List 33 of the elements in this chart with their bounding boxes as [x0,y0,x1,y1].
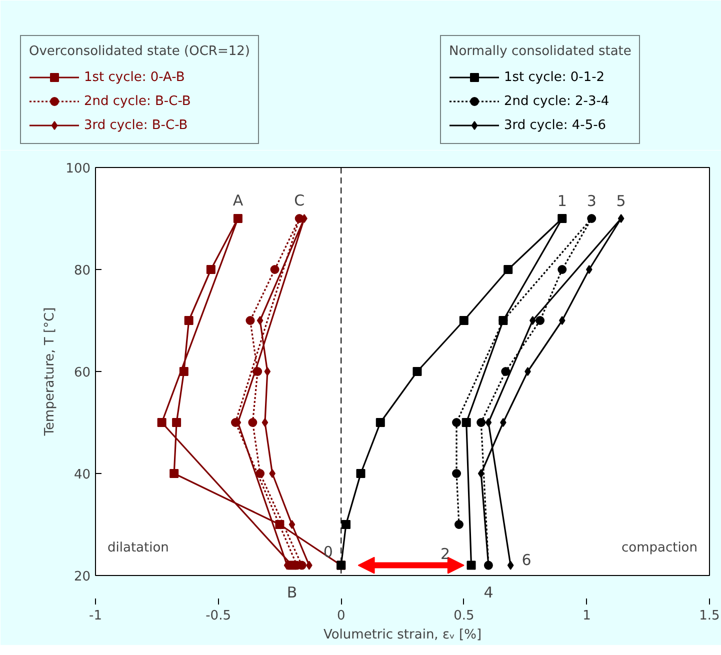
y-tick-label: 60 [74,366,91,380]
annotation: 2 [440,544,450,563]
x-axis-title: Volumetric strain, εᵥ [%] [323,628,482,642]
annotation: 5 [616,192,626,210]
annotation: 0 [323,542,333,561]
x-tick-label: 0.5 [454,608,474,624]
legend-label: 2nd cycle: B-C-B [84,94,191,108]
x-tick-label: 1 [582,608,591,624]
annotation: B [286,584,298,602]
annotation: 1 [557,192,567,210]
annotation: A [232,192,244,210]
text: Normally consolidated state [449,44,632,59]
legend-label: 3rd cycle: 4-5-6 [504,118,606,132]
legend-label: 3rd cycle: B-C-B [84,118,188,132]
y-tick-label: 40 [74,468,91,482]
annotation: compaction [621,540,698,556]
y-tick-label: 20 [74,570,91,584]
legend-label: 1st cycle: 0-A-B [84,70,185,84]
y-tick-label: 80 [74,264,91,278]
x-tick-label: -0.5 [206,608,231,624]
annotation: 6 [522,550,532,569]
legend-label: 2nd cycle: 2-3-4 [504,94,610,108]
annotation: dilatation [108,540,169,556]
annotation: 4 [484,584,494,602]
legend-label: 1st cycle: 0-1-2 [504,70,605,84]
x-tick-label: 1.5 [699,608,720,624]
annotation: C [294,192,305,210]
x-tick-label: 0 [336,608,346,624]
text: Overconsolidated state (OCR=12) [29,44,250,59]
annotation: 3 [586,192,596,210]
y-axis-title: Temperature, T [°C] [42,307,58,437]
y-tick-label: 100 [66,162,91,176]
x-tick-label: -1 [89,608,102,624]
